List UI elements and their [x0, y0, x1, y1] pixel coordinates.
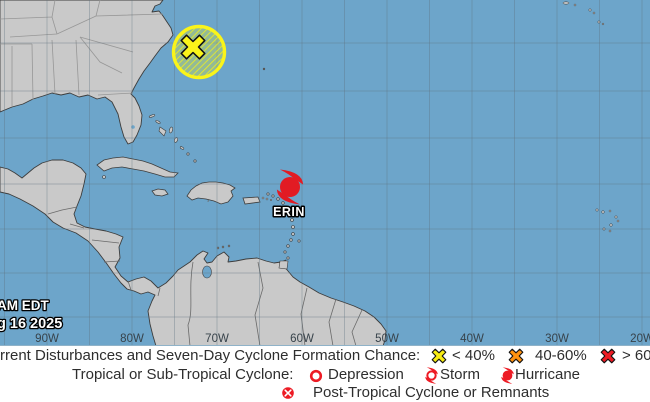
x-red-icon: [600, 348, 616, 364]
longitude-labels: 90W 80W 70W 60W 50W 40W 30W 20W: [35, 333, 650, 345]
lon-label-70w: 70W: [205, 333, 229, 345]
legend-label-hurricane: Hurricane: [515, 366, 581, 383]
legend-label-storm: Storm: [440, 366, 481, 383]
legend-label-high: > 60%: [622, 347, 650, 364]
lon-label-20w: 20W: [630, 333, 650, 345]
legend-row-formation-chance: rrent Disturbances and Seven-Day Cyclone…: [0, 347, 650, 365]
bahamas: [148, 114, 197, 163]
post-tropical-icon: [282, 387, 294, 399]
storm-name-label: ERIN: [273, 205, 305, 219]
isle-of-youth: [102, 175, 106, 179]
legend-row1-heading: rrent Disturbances and Seven-Day Cyclone…: [0, 347, 421, 364]
hurricane-icon: [501, 367, 514, 384]
lon-label-40w: 40W: [460, 333, 484, 345]
atlantic-outlook-map: ERIN AM EDT g 16 2025 90W 80W 70W 60W 50…: [0, 0, 650, 347]
legend-panel: rrent Disturbances and Seven-Day Cyclone…: [0, 346, 650, 402]
legend-label-medium: 40-60%: [535, 347, 587, 364]
legend-row-post-tropical: Post-Tropical Cyclone or Remnants: [0, 384, 650, 402]
timestamp-line1: AM EDT: [0, 298, 49, 313]
mexico-central-south-america-landmass: [0, 159, 387, 347]
map-canvas: ERIN AM EDT g 16 2025 90W 80W 70W 60W 50…: [0, 0, 650, 347]
us-state-borders: [0, 0, 164, 106]
lesser-antilles: [216, 192, 301, 270]
x-yellow-icon: [431, 348, 447, 364]
storm-icon: [425, 367, 438, 384]
lon-label-30w: 30W: [545, 333, 569, 345]
legend-label-post-tropical: Post-Tropical Cyclone or Remnants: [313, 384, 550, 401]
legend-row2-heading: Tropical or Sub-Tropical Cyclone:: [72, 366, 294, 383]
depression-icon: [309, 369, 323, 383]
graticule: [0, 0, 650, 346]
hurricane-icon[interactable]: [276, 169, 304, 205]
country-borders: [47, 182, 363, 347]
lon-label-80w: 80W: [120, 333, 144, 345]
lon-label-60w: 60W: [290, 333, 314, 345]
cuba: [96, 156, 179, 178]
us-landmass: [0, 0, 174, 145]
hurricane-erin-marker[interactable]: ERIN: [272, 169, 306, 221]
legend-label-depression: Depression: [328, 366, 404, 383]
x-orange-icon: [508, 348, 524, 364]
virgin-islands: [261, 196, 273, 202]
cape-verde-islands: [595, 208, 620, 233]
disturbance-area[interactable]: [171, 24, 227, 80]
jamaica: [151, 188, 169, 197]
hispaniola: [186, 181, 236, 205]
bermuda: [262, 67, 266, 71]
map-timestamp: AM EDT g 16 2025: [0, 297, 64, 334]
puerto-rico: [242, 196, 261, 205]
azores: [562, 1, 605, 26]
legend-row-cyclone-types: Tropical or Sub-Tropical Cyclone: Depres…: [0, 366, 650, 384]
lon-label-90w: 90W: [35, 333, 59, 345]
lon-label-50w: 50W: [375, 333, 399, 345]
lake-maracaibo: [202, 265, 212, 279]
legend-label-low: < 40%: [452, 347, 495, 364]
timestamp-line2: g 16 2025: [0, 316, 62, 332]
